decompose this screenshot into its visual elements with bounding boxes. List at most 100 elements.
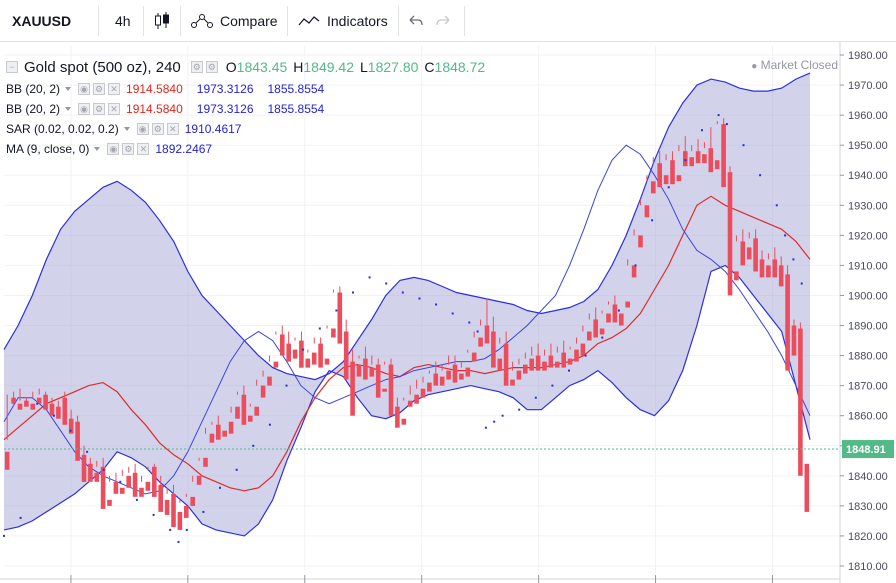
candle-body [235,406,240,419]
sar-dot [784,234,787,237]
candle-body [299,340,304,368]
candle-body [24,400,29,407]
bb-upper-value: 1973.3126 [196,102,254,116]
collapse-legend-button[interactable]: − [6,61,18,73]
ohlc-high-label: H [293,59,304,75]
sar-dot [135,498,138,501]
candle-body [132,472,138,497]
candle-body [574,349,579,362]
interval-label: 4h [115,13,131,29]
settings-icon[interactable]: ⚙ [190,61,203,73]
candle-body [446,370,451,380]
candle-body [145,481,151,491]
candle-body [798,328,803,476]
chevron-down-icon[interactable] [65,107,72,111]
indicator-legend-bb1[interactable]: BB (20, 2) ◉ ⚙ ✕ 1914.5840 1973.3126 185… [6,79,485,99]
chevron-down-icon[interactable] [94,147,101,151]
symbol-search[interactable]: XAUUSD [12,0,71,42]
undo-button[interactable] [409,0,423,42]
redo-button[interactable] [436,0,450,42]
close-icon[interactable]: ✕ [108,83,121,95]
candle-body [324,358,330,365]
candle-body [363,358,368,380]
candle-body [395,406,400,428]
candle-body [216,424,221,440]
candle-body [350,361,355,416]
price-chart[interactable]: 1810.001820.001830.001840.001850.001860.… [0,42,896,583]
chevron-down-icon[interactable] [123,127,130,131]
candle-body [401,418,407,425]
indicator-legend-ma[interactable]: MA (9, close, 0) ◉ ⚙ ✕ 1892.2467 [6,139,485,159]
candle-body [439,376,445,386]
candle-body [11,397,16,404]
eye-icon[interactable]: ◉ [107,143,120,155]
price-axis-label: 1810.00 [848,561,888,573]
interval-button[interactable]: 4h [115,0,131,42]
toolbar-divider [98,6,99,36]
candle-body [708,148,714,173]
indicator-legend-sar[interactable]: SAR (0.02, 0.02, 0.2) ◉ ⚙ ✕ 1910.4617 [6,119,485,139]
candle-body [414,394,419,404]
price-axis-label: 1830.00 [848,501,888,513]
candle-body [356,364,362,377]
eye-icon[interactable]: ◉ [136,123,149,135]
candles-icon [155,12,169,29]
price-axis-label: 1840.00 [848,471,888,483]
sar-dot [19,516,22,519]
settings-icon[interactable]: ⚙ [93,103,106,115]
symbol-label: XAUUSD [12,13,72,29]
chart-legend: − Gold spot (500 oz), 240 ⚙ ⚙ O 1843.45 … [6,55,485,159]
candle-body [81,454,87,482]
candle-body [30,403,36,410]
close-icon[interactable]: ✕ [166,123,179,135]
compare-button[interactable]: Compare [190,0,278,42]
undo-icon [409,15,423,26]
candle-body [740,241,746,266]
candle-body [599,328,605,335]
sar-value: 1910.4617 [184,122,242,136]
eye-icon[interactable]: ◉ [78,103,91,115]
candle-body [766,265,771,278]
candle-body [305,358,311,368]
close-icon[interactable]: ✕ [137,143,150,155]
close-icon[interactable]: ✕ [108,103,121,115]
candle-body [100,466,106,509]
price-axis-label: 1910.00 [848,260,888,272]
eye-icon[interactable]: ◉ [78,83,91,95]
candle-body [497,358,503,371]
candle-body [164,499,170,515]
settings-icon[interactable]: ⚙ [122,143,135,155]
sar-dot [493,420,496,423]
moving-average-line [3,144,811,495]
chevron-down-icon[interactable] [65,87,72,91]
candle-body [203,457,208,467]
candle-body [158,484,163,512]
candle-body [580,343,586,356]
sar-dot [219,486,221,489]
candle-body [491,331,496,368]
sar-dot [634,264,637,267]
indicator-legend-bb2[interactable]: BB (20, 2) ◉ ⚙ ✕ 1914.5840 1973.3126 185… [6,99,485,119]
indicators-button[interactable]: Indicators [298,0,388,42]
candle-body [516,370,522,380]
candle-body [804,463,810,512]
series-title: Gold spot (500 oz), 240 [24,58,181,76]
candle-body [280,334,285,356]
candle-body [62,397,68,425]
candle-body [695,151,701,164]
candle-body [17,403,23,410]
toolbar-divider [287,6,288,36]
candle-body [43,394,48,410]
sar-dot [651,219,654,222]
price-axis-label: 1930.00 [848,200,888,212]
sar-dot [476,330,479,333]
sar-dot [775,204,778,207]
settings-icon[interactable]: ⚙ [93,83,106,95]
price-axis-label: 1880.00 [848,351,888,363]
settings-icon[interactable]: ⚙ [151,123,164,135]
format-icon[interactable]: ⚙ [205,61,218,73]
chart-style-button[interactable] [154,0,170,42]
price-axis-label: 1940.00 [848,170,888,182]
candle-body [120,487,125,494]
sar-dot [742,144,745,147]
